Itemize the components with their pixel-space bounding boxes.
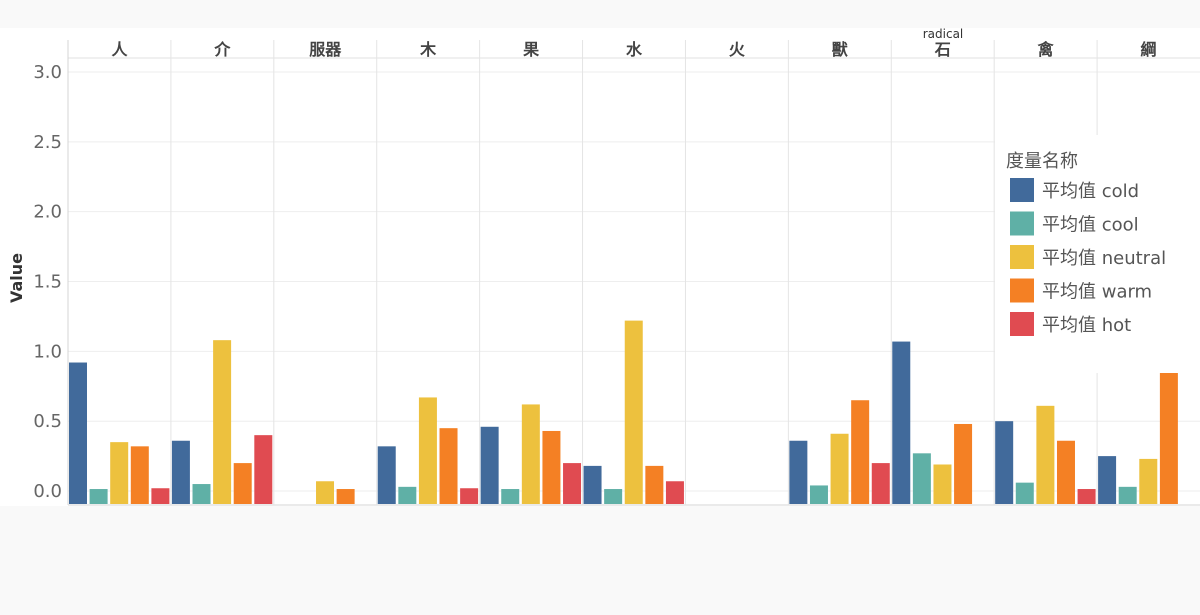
- bar: [1056, 440, 1075, 504]
- bar: [89, 489, 108, 504]
- bar: [809, 485, 828, 504]
- legend-swatch: [1010, 312, 1034, 336]
- y-tick-label: 3.0: [33, 62, 62, 83]
- category-label: 果: [522, 40, 539, 59]
- bar: [233, 463, 252, 504]
- category-label: 介: [213, 40, 231, 59]
- bar: [501, 489, 520, 504]
- y-axis-title: Value: [7, 253, 26, 303]
- bar: [398, 486, 417, 504]
- legend-swatch: [1010, 211, 1034, 236]
- bar: [110, 442, 129, 504]
- bar: [830, 433, 849, 504]
- y-tick-label: 1.0: [33, 341, 62, 362]
- bar: [563, 463, 582, 504]
- bar: [377, 446, 396, 504]
- legend-label: 平均值 cool: [1042, 215, 1139, 236]
- legend: 度量名称 平均值 cold 平均值 cool 平均值 neutral 平均值 warm…: [995, 135, 1200, 373]
- bar: [439, 428, 458, 504]
- bar: [521, 404, 540, 504]
- category-label: 石: [934, 40, 951, 59]
- legend-swatch: [1010, 178, 1034, 202]
- bar: [892, 341, 911, 504]
- grid-layer: [67, 40, 1200, 506]
- category-label: 人: [111, 40, 128, 59]
- bar: [130, 446, 149, 504]
- legend-label: 平均值 warm: [1042, 282, 1152, 303]
- bar: [1118, 486, 1137, 504]
- legend-items: 平均值 cold 平均值 cool 平均值 neutral 平均值 warm 平均值 h…: [1010, 178, 1166, 336]
- labels-layer: 0.0 0.5 1.0 1.5 2.0 2.5 3.0 人 介 服器 木 果 水 火 獸 石 禽 綱: [33, 40, 1156, 502]
- y-tick-label: 2.5: [33, 132, 62, 153]
- y-tick-label: 0.5: [33, 411, 62, 432]
- bar: [1139, 458, 1158, 504]
- bar: [1098, 456, 1117, 504]
- bar: [851, 400, 870, 504]
- bar: [1036, 405, 1055, 504]
- category-label: 綱: [1141, 40, 1157, 59]
- bar: [604, 489, 623, 504]
- bar: [645, 465, 664, 504]
- bar: [954, 423, 973, 504]
- legend-label: 平均值 hot: [1042, 315, 1131, 336]
- bar: [316, 481, 335, 504]
- bar: [871, 463, 890, 504]
- bar: [995, 421, 1014, 504]
- bar: [1015, 482, 1034, 504]
- bar: [933, 464, 952, 504]
- bar: [418, 397, 437, 504]
- bar: [171, 440, 190, 504]
- category-label: 禽: [1037, 40, 1055, 59]
- bar: [1077, 489, 1096, 504]
- category-label: 木: [419, 40, 437, 59]
- bar: [1159, 370, 1178, 504]
- category-label: 服器: [309, 40, 342, 59]
- bars-layer: [69, 320, 1178, 504]
- bar: [480, 426, 499, 504]
- y-tick-label: 1.5: [33, 272, 62, 293]
- bar: [192, 484, 211, 504]
- legend-title: 度量名称: [1006, 151, 1078, 172]
- bar: [213, 340, 232, 504]
- bar: [254, 435, 273, 504]
- category-label: 獸: [832, 40, 848, 59]
- legend-swatch: [1010, 278, 1034, 303]
- bar: [583, 465, 602, 504]
- y-tick-label: 2.0: [33, 202, 62, 223]
- legend-label: 平均值 cold: [1042, 181, 1139, 202]
- bar: [912, 453, 931, 504]
- header-title: radical: [923, 27, 964, 41]
- bar: [789, 440, 808, 504]
- y-tick-label: 0.0: [33, 481, 62, 502]
- category-label: 水: [626, 40, 643, 59]
- legend-swatch: [1010, 245, 1034, 269]
- bar: [151, 488, 170, 504]
- bar: [69, 362, 87, 504]
- bar: [460, 488, 479, 504]
- bar: [336, 489, 355, 504]
- bar: [542, 430, 561, 504]
- category-label: 火: [729, 40, 746, 59]
- bar: [624, 320, 643, 504]
- legend-label: 平均值 neutral: [1042, 248, 1166, 269]
- bar: [665, 481, 684, 504]
